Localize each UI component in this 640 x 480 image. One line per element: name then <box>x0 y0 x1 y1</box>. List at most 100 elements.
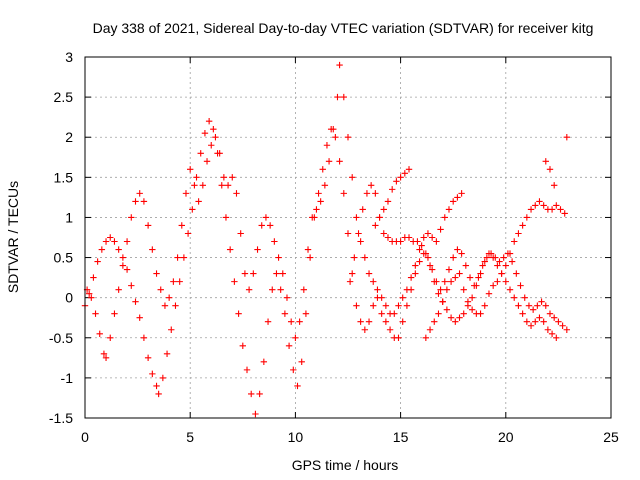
data-point <box>513 270 520 277</box>
data-point <box>199 182 207 189</box>
data-point <box>359 206 366 213</box>
data-point <box>401 170 409 177</box>
x-axis-title: GPS time / hours <box>292 457 399 473</box>
data-point <box>140 198 148 205</box>
data-point <box>548 206 556 213</box>
data-point <box>405 234 413 241</box>
data-point <box>468 294 476 301</box>
data-point <box>100 350 108 358</box>
data-point <box>128 282 135 289</box>
data-point <box>172 302 179 309</box>
data-point <box>94 258 101 265</box>
data-point <box>416 246 423 253</box>
data-point <box>132 198 139 205</box>
data-point <box>550 182 558 189</box>
data-point <box>111 238 118 245</box>
y-axis-title: SDTVAR / TECUs <box>5 181 21 293</box>
data-point <box>102 354 110 362</box>
y-tick-label: -0.5 <box>49 330 73 346</box>
data-point <box>349 174 356 181</box>
data-point <box>128 214 135 221</box>
data-point <box>189 206 196 213</box>
data-point <box>218 182 225 189</box>
data-point <box>304 246 312 253</box>
data-point <box>462 262 470 269</box>
data-point <box>479 262 486 269</box>
data-point <box>494 262 501 269</box>
data-point <box>519 222 526 229</box>
data-point <box>144 222 152 229</box>
data-point <box>245 286 253 293</box>
data-point <box>98 246 106 253</box>
y-tick-label: 2 <box>65 129 73 145</box>
data-point <box>420 234 427 241</box>
x-tick-label: 5 <box>186 429 194 445</box>
data-point <box>378 294 385 301</box>
data-point <box>248 390 255 398</box>
chart-title: Day 338 of 2021, Sidereal Day-to-day VTE… <box>93 20 594 36</box>
y-tick-label: 1.5 <box>54 169 74 185</box>
data-point <box>201 130 209 137</box>
data-point <box>506 286 514 293</box>
data-point <box>559 322 566 329</box>
data-point <box>163 350 171 358</box>
data-point <box>237 230 244 237</box>
data-point <box>174 254 181 261</box>
data-point <box>325 158 333 165</box>
data-point <box>264 318 272 325</box>
data-point <box>422 250 430 257</box>
data-point <box>437 286 444 293</box>
data-point <box>386 326 394 333</box>
data-point <box>384 234 392 241</box>
data-point <box>447 314 455 321</box>
data-point <box>361 326 369 333</box>
data-point <box>149 246 156 253</box>
data-point <box>395 302 402 309</box>
data-point <box>88 294 95 301</box>
data-point <box>184 230 192 237</box>
data-markers <box>81 61 571 418</box>
data-point <box>473 282 480 289</box>
data-point <box>445 266 453 273</box>
data-point <box>485 290 493 297</box>
data-point <box>309 214 316 221</box>
data-point <box>525 302 533 309</box>
x-tick-labels: 0 5 10 15 20 25 <box>81 429 619 445</box>
data-point <box>340 190 347 197</box>
data-point <box>365 318 373 325</box>
data-point <box>391 310 398 317</box>
data-point <box>502 262 509 269</box>
data-point <box>365 270 373 277</box>
data-point <box>506 250 514 257</box>
data-point <box>376 214 383 221</box>
data-point <box>418 242 425 249</box>
data-point <box>275 254 282 261</box>
data-point <box>178 222 185 229</box>
data-point <box>269 286 276 293</box>
data-point <box>384 198 392 205</box>
data-point <box>349 270 356 277</box>
data-point <box>222 214 230 221</box>
data-point <box>563 326 571 333</box>
data-point <box>483 254 491 261</box>
data-point <box>90 274 97 281</box>
data-point <box>119 262 127 269</box>
data-point <box>144 354 152 362</box>
data-point <box>205 117 213 125</box>
x-tick-label: 10 <box>288 429 304 445</box>
data-point <box>155 390 162 398</box>
data-point <box>111 310 118 317</box>
data-point <box>203 158 211 165</box>
data-point <box>450 254 457 261</box>
data-point <box>170 278 177 285</box>
y-tick-label: 0.5 <box>54 250 74 266</box>
data-point <box>182 190 190 197</box>
data-point <box>271 238 278 245</box>
data-point <box>107 234 114 241</box>
data-point <box>250 270 257 277</box>
data-point <box>447 278 455 285</box>
data-point <box>226 246 234 253</box>
data-point <box>323 142 331 149</box>
data-point <box>296 318 303 325</box>
